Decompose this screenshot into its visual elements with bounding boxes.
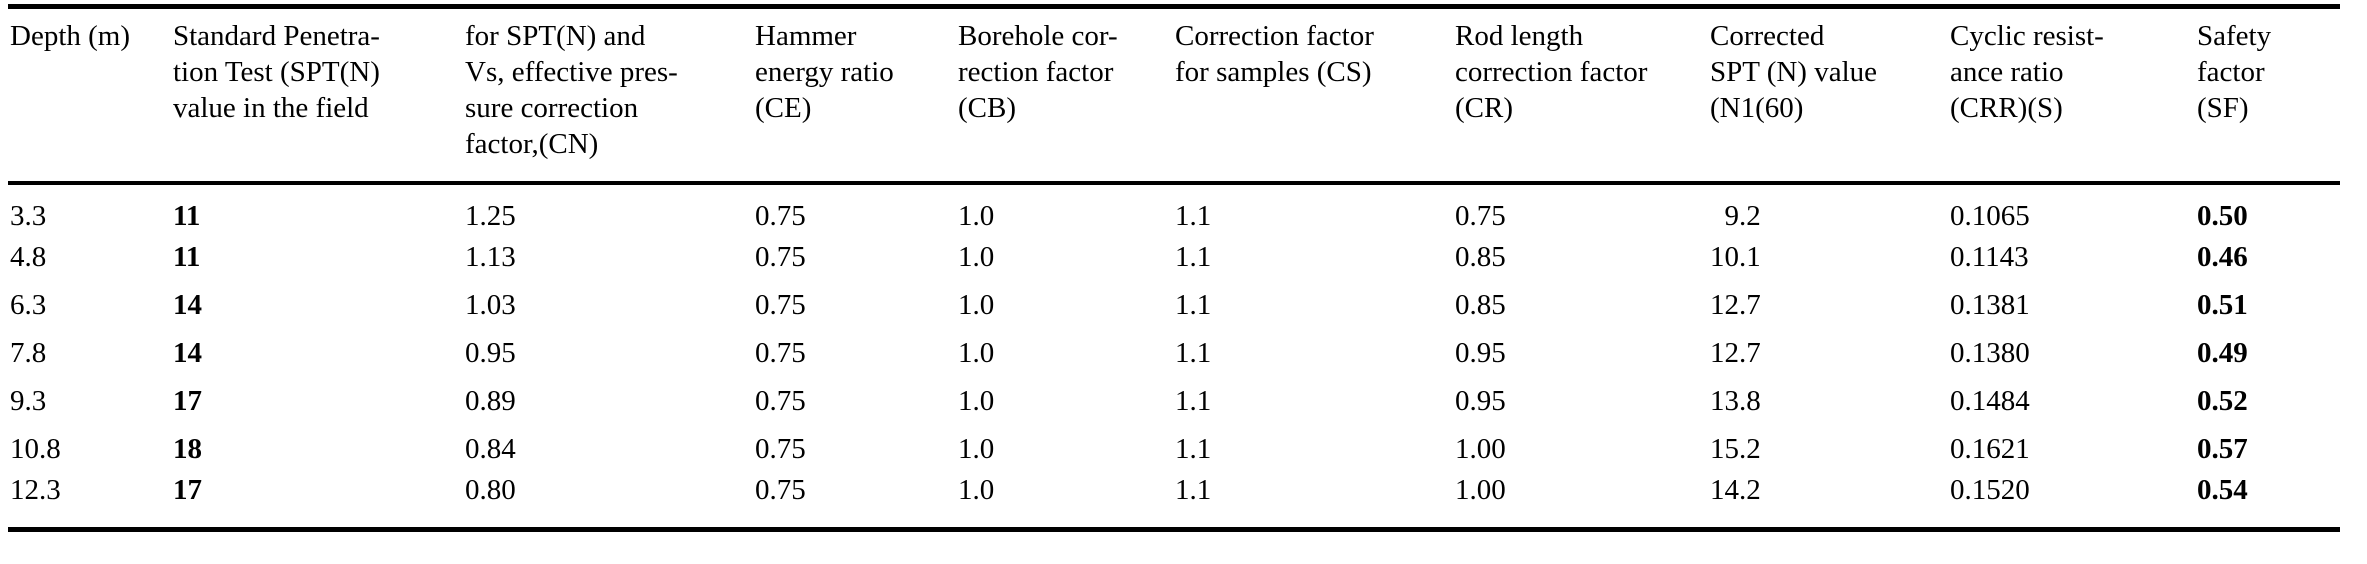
cell-sf: 0.46 [2197, 241, 2248, 273]
cell-spt-field: 14 [173, 289, 202, 321]
col-header-cs: Correction factor for samples (CS) [1173, 9, 1453, 185]
spt-correction-table: Depth (m) Standard Penetra- tion Test (S… [8, 9, 2340, 527]
cell-cr: 0.75 [1455, 200, 1506, 232]
cell-cn: 1.03 [465, 289, 516, 321]
cell-depth: 10.8 [10, 433, 61, 465]
cell-ce: 0.75 [755, 474, 806, 506]
cell-cs: 1.1 [1175, 385, 1212, 417]
cell-depth: 12.3 [10, 474, 61, 506]
cell-n160: 9.2 [1710, 200, 1761, 232]
cell-cr: 1.00 [1455, 433, 1506, 465]
table-row: 4.8 11 1.13 0.75 1.0 1.1 0.85 10.1 0.114… [8, 233, 2340, 281]
cell-crr: 0.1520 [1950, 474, 2030, 506]
cell-cr: 0.85 [1455, 289, 1506, 321]
cell-n160: 14.2 [1710, 474, 1761, 506]
cell-depth: 3.3 [10, 200, 47, 232]
table-row: 6.3 14 1.03 0.75 1.0 1.1 0.85 12.7 0.138… [8, 281, 2340, 329]
cell-cb: 1.0 [958, 289, 995, 321]
cell-cr: 0.95 [1455, 337, 1506, 369]
cell-cr: 0.95 [1455, 385, 1506, 417]
cell-sf: 0.49 [2197, 337, 2248, 369]
cell-cn: 0.95 [465, 337, 516, 369]
col-header-crr: Cyclic resist- ance ratio (CRR)(S) [1948, 9, 2195, 185]
cell-crr: 0.1143 [1950, 241, 2029, 273]
cell-cs: 1.1 [1175, 289, 1212, 321]
cell-sf: 0.54 [2197, 474, 2248, 506]
cell-spt-field: 17 [173, 474, 202, 506]
cell-spt-field: 18 [173, 433, 202, 465]
table-row: 3.3 11 1.25 0.75 1.0 1.1 0.75 9.2 0.1065… [8, 183, 2340, 233]
col-header-sf: Safety factor (SF) [2195, 9, 2340, 185]
col-header-spt-field: Standard Penetra- tion Test (SPT(N) valu… [171, 9, 463, 185]
cell-cr: 0.85 [1455, 241, 1506, 273]
cell-sf: 0.52 [2197, 385, 2248, 417]
cell-ce: 0.75 [755, 289, 806, 321]
cell-ce: 0.75 [755, 433, 806, 465]
cell-sf: 0.50 [2197, 200, 2248, 232]
cell-crr: 0.1621 [1950, 433, 2030, 465]
cell-cb: 1.0 [958, 337, 995, 369]
cell-n160: 12.7 [1710, 289, 1761, 321]
cell-crr: 0.1484 [1950, 385, 2030, 417]
cell-cs: 1.1 [1175, 474, 1212, 506]
cell-depth: 9.3 [10, 385, 47, 417]
col-header-depth: Depth (m) [8, 9, 171, 185]
cell-spt-field: 14 [173, 337, 202, 369]
cell-sf: 0.57 [2197, 433, 2248, 465]
cell-cn: 0.80 [465, 474, 516, 506]
cell-crr: 0.1065 [1950, 200, 2030, 232]
cell-cn: 0.89 [465, 385, 516, 417]
table-row: 10.8 18 0.84 0.75 1.0 1.1 1.00 15.2 0.16… [8, 425, 2340, 473]
cell-n160: 12.7 [1710, 337, 1761, 369]
cell-cb: 1.0 [958, 200, 995, 232]
cell-spt-field: 11 [173, 200, 201, 232]
cell-cr: 1.00 [1455, 474, 1506, 506]
col-header-n160: Corrected SPT (N) value (N1(60) [1708, 9, 1948, 185]
cell-crr: 0.1380 [1950, 337, 2030, 369]
cell-n160: 15.2 [1710, 433, 1761, 465]
cell-depth: 7.8 [10, 337, 47, 369]
cell-cn: 0.84 [465, 433, 516, 465]
cell-depth: 6.3 [10, 289, 47, 321]
cell-spt-field: 11 [173, 241, 201, 273]
cell-ce: 0.75 [755, 200, 806, 232]
cell-cs: 1.1 [1175, 200, 1212, 232]
cell-cb: 1.0 [958, 385, 995, 417]
cell-spt-field: 17 [173, 385, 202, 417]
cell-cb: 1.0 [958, 474, 995, 506]
table-row: 7.8 14 0.95 0.75 1.0 1.1 0.95 12.7 0.138… [8, 329, 2340, 377]
cell-n160: 10.1 [1710, 241, 1761, 273]
cell-cn: 1.25 [465, 200, 516, 232]
cell-ce: 0.75 [755, 385, 806, 417]
cell-ce: 0.75 [755, 337, 806, 369]
cell-sf: 0.51 [2197, 289, 2248, 321]
cell-crr: 0.1381 [1950, 289, 2030, 321]
cell-n160: 13.8 [1710, 385, 1761, 417]
col-header-cr: Rod length correction factor (CR) [1453, 9, 1708, 185]
col-header-cn: for SPT(N) and Vs, effective pres- sure … [463, 9, 753, 185]
cell-depth: 4.8 [10, 241, 47, 273]
table-row: 12.3 17 0.80 0.75 1.0 1.1 1.00 14.2 0.15… [8, 473, 2340, 527]
cell-cs: 1.1 [1175, 433, 1212, 465]
cell-cb: 1.0 [958, 241, 995, 273]
header-row: Depth (m) Standard Penetra- tion Test (S… [8, 9, 2340, 185]
col-header-cb: Borehole cor- rection factor (CB) [956, 9, 1173, 185]
cell-cn: 1.13 [465, 241, 516, 273]
table-row: 9.3 17 0.89 0.75 1.0 1.1 0.95 13.8 0.148… [8, 377, 2340, 425]
cell-ce: 0.75 [755, 241, 806, 273]
col-header-ce: Hammer energy ratio (CE) [753, 9, 956, 185]
paper-table-region: Depth (m) Standard Penetra- tion Test (S… [8, 4, 2340, 532]
cell-cb: 1.0 [958, 433, 995, 465]
cell-cs: 1.1 [1175, 337, 1212, 369]
cell-cs: 1.1 [1175, 241, 1212, 273]
